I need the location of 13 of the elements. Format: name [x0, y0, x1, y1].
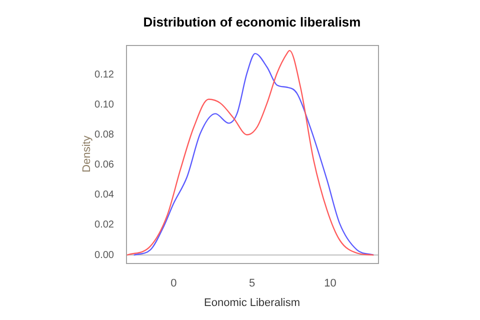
x-tick-label: 0: [170, 278, 177, 290]
x-tick-label: 5: [248, 278, 256, 290]
chart-title: Distribution of economic liberalism: [143, 14, 361, 30]
y-tick-label: 0.00: [94, 250, 114, 261]
y-tick-label: 0.02: [94, 220, 114, 231]
y-tick-label: 0.04: [94, 190, 114, 201]
y-tick-label: 0.12: [94, 69, 114, 80]
y-tick-label: 0.10: [94, 99, 114, 110]
x-axis-title: Eonomic Liberalism: [204, 297, 300, 310]
y-tick-label: 0.08: [94, 130, 114, 141]
x-tick-label: 10: [324, 278, 336, 290]
y-axis-title: Density: [81, 135, 94, 172]
y-tick-label: 0.06: [94, 160, 114, 171]
